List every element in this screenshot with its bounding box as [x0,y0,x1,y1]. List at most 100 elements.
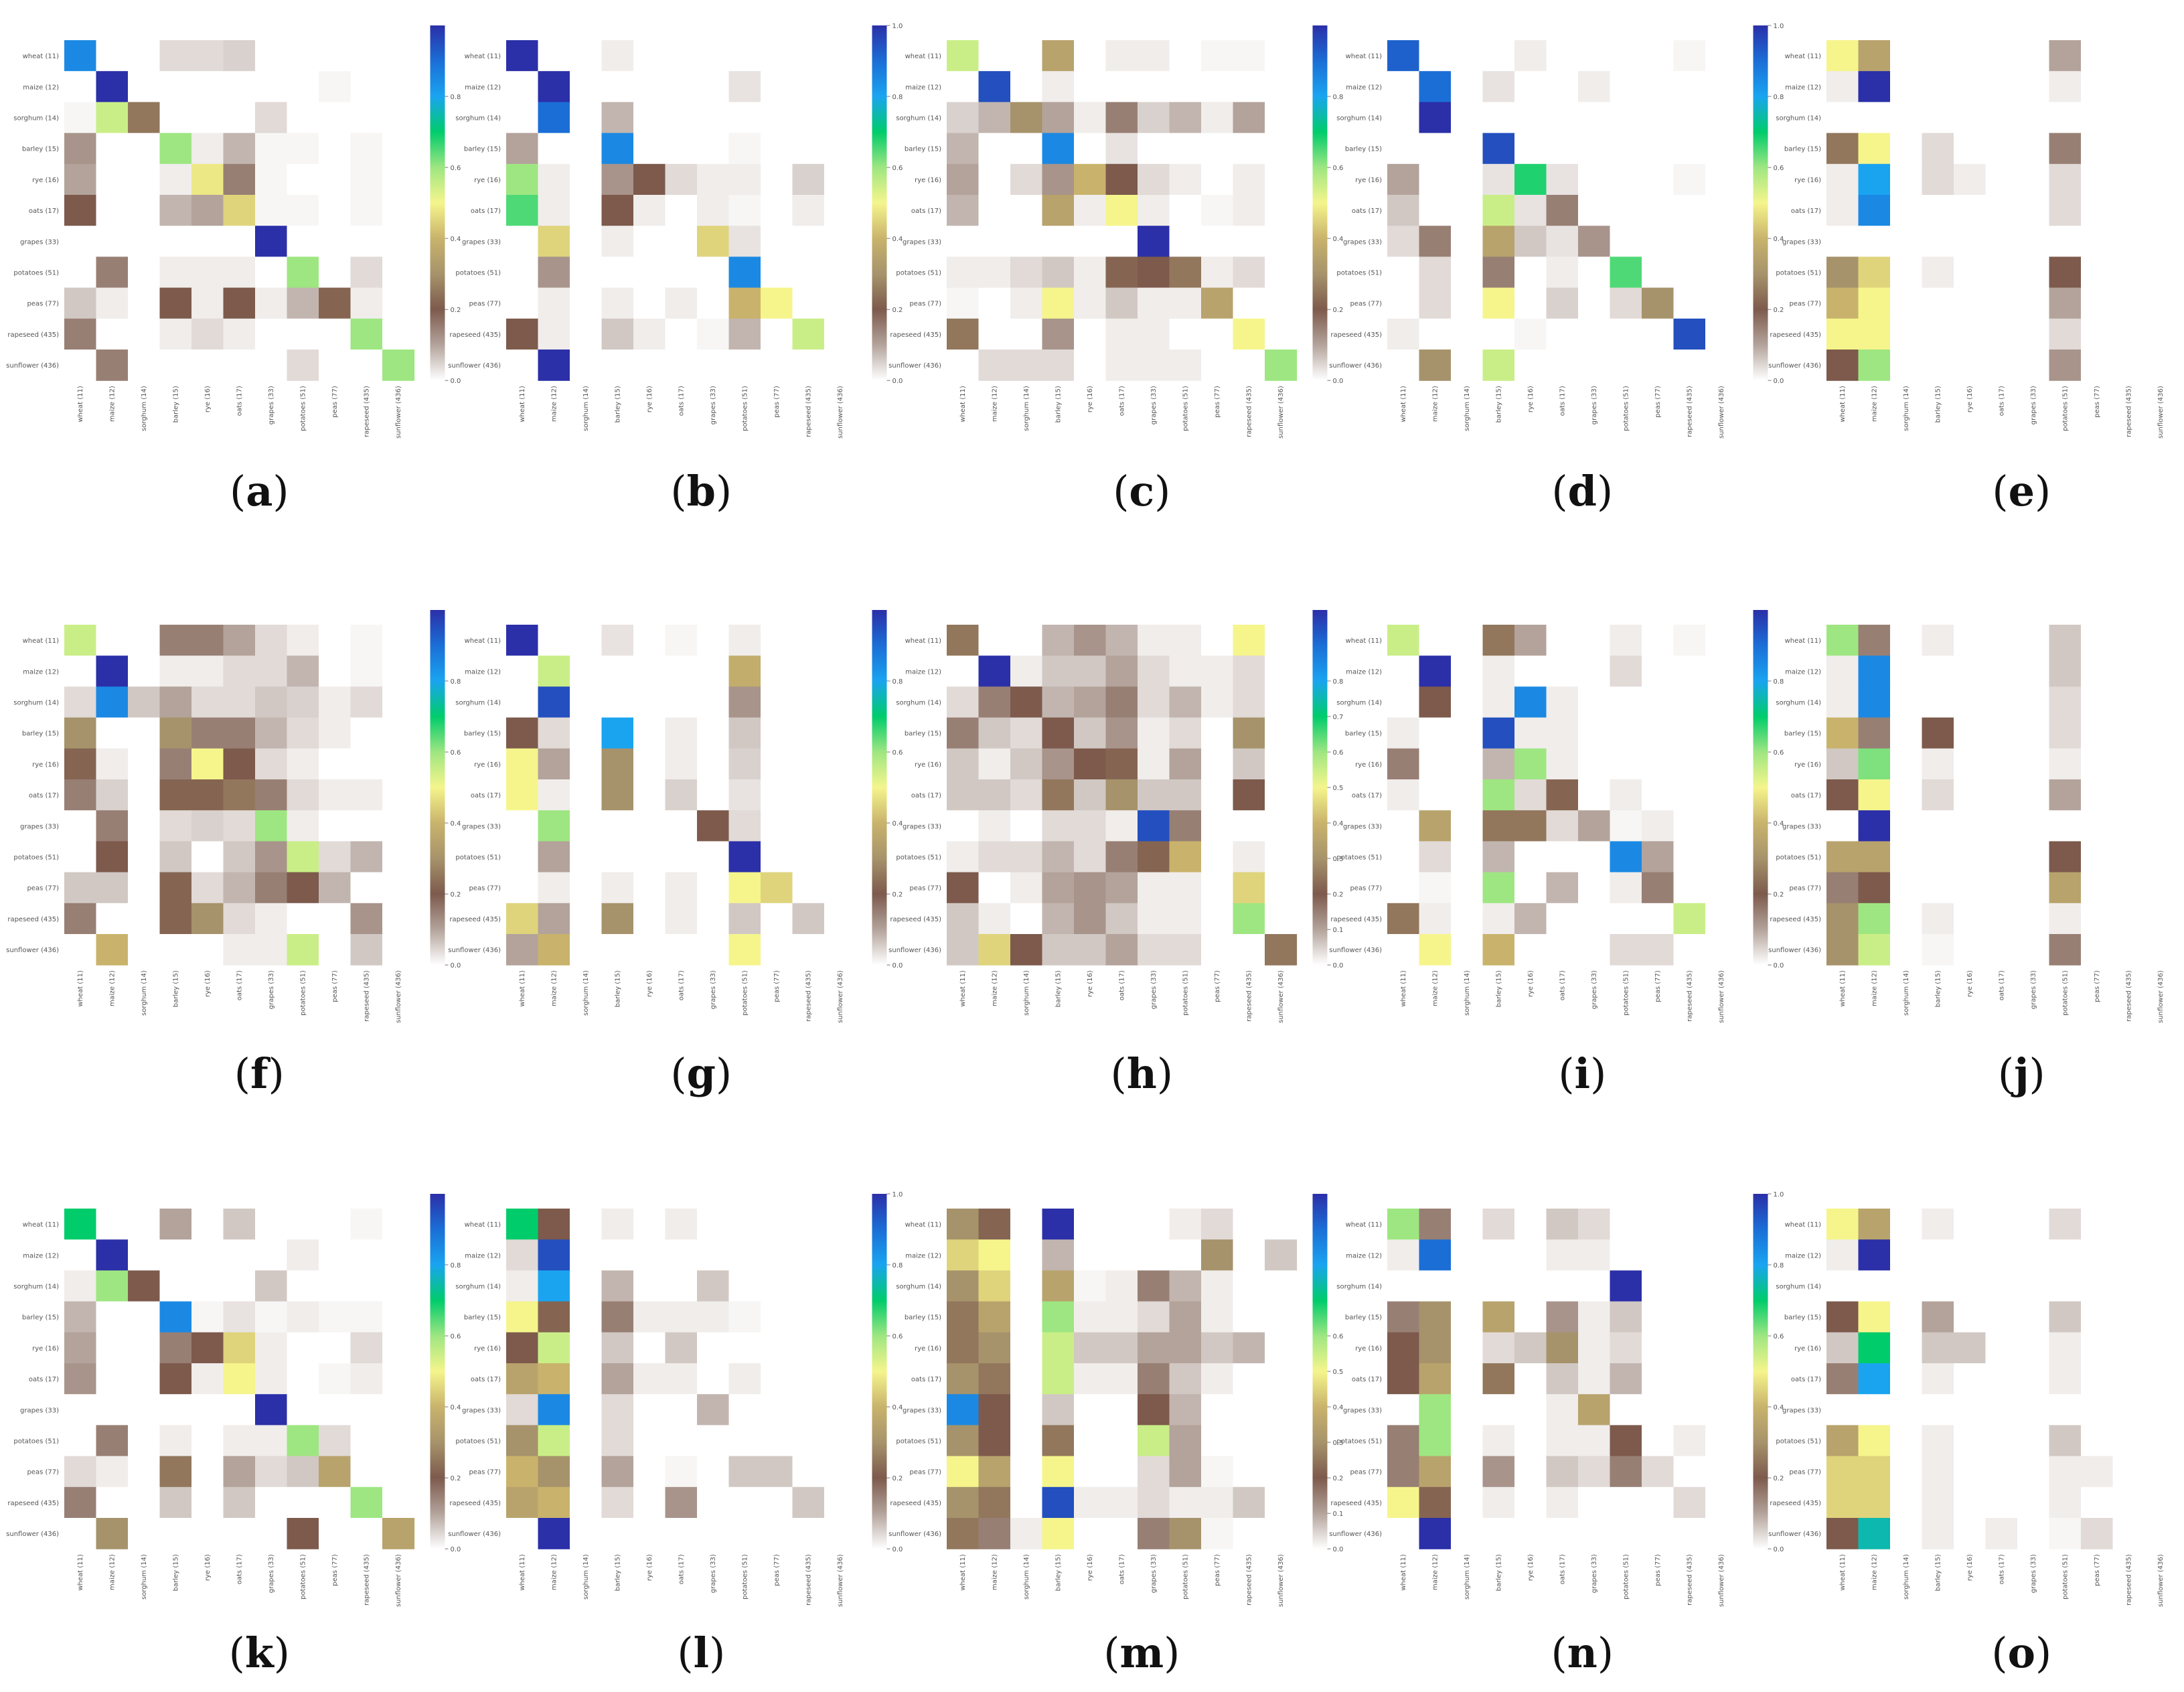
heatmap-cell [1705,656,1738,687]
heatmap-cell [1578,903,1611,935]
heatmap-cell [1826,779,1859,811]
heatmap-cell [1138,287,1170,319]
heatmap-cell [1705,903,1738,935]
heatmap-cell [350,748,383,780]
heatmap-cell [1705,256,1738,289]
heatmap-cell [159,656,192,687]
heatmap-cell [601,1394,634,1426]
heatmap-cell [2081,841,2114,873]
heatmap-cell [665,133,698,165]
heatmap-cell [1705,779,1738,811]
heatmap-cell [255,810,288,842]
heatmap-cell [1138,71,1170,102]
heatmap-cell [382,1332,415,1364]
colorbar [1753,25,1768,381]
heatmap-cell [1138,841,1170,873]
heatmap-cell [1169,872,1202,904]
heatmap-cell [191,163,224,196]
heatmap-cell [506,133,539,165]
heatmap-cell [1419,71,1452,102]
heatmap-cell [1954,810,1986,842]
colorbar-tick-label: 0.0 [892,962,903,970]
column-label: rye (16) [204,1554,212,1581]
row-label: rye (16) [474,177,501,184]
heatmap-cell [159,934,192,966]
heatmap-cell [728,1270,761,1302]
heatmap-cell [506,40,539,72]
heatmap-cell [96,256,129,289]
heatmap-panel: wheat (11)maize (12)sorghum (14)barley (… [1768,1209,2177,1677]
row-label: barley (15) [464,730,501,738]
heatmap-cell [978,1486,1011,1519]
heatmap-cell [223,287,256,319]
heatmap-cell [761,656,793,687]
row-label: wheat (11) [23,637,60,645]
heatmap-cell [601,226,634,257]
heatmap-cell [1169,1332,1202,1364]
heatmap-cell [1546,1518,1579,1549]
heatmap-cell [1610,163,1642,196]
heatmap-cell [2081,1363,2114,1395]
heatmap-cell [1578,717,1611,749]
heatmap-cell [1922,1394,1954,1426]
heatmap-cell [1265,625,1298,656]
heatmap-cell [382,1363,415,1395]
heatmap-cell [601,318,634,350]
heatmap-cell [1265,195,1298,226]
heatmap-cell [1201,195,1234,226]
colorbar-tick-label: 0.6 [892,165,903,172]
heatmap-cell [506,872,539,904]
heatmap-cell [538,1394,570,1426]
row-label: rapeseed (435) [7,331,59,339]
heatmap-cell [1954,1209,1986,1240]
heatmap-cell [382,350,415,381]
heatmap-cell [601,903,634,935]
heatmap-cell [1105,934,1138,966]
heatmap-cell [824,195,857,226]
heatmap-cell [1010,748,1043,780]
heatmap-cell [1985,287,2018,319]
row-label: wheat (11) [1785,53,1822,60]
heatmap-cell [824,1456,857,1488]
heatmap-cell [1387,318,1420,350]
heatmap-cell [1890,256,1923,289]
heatmap-cell [1546,226,1579,257]
row-label: sorghum (14) [896,115,941,123]
heatmap-cell [223,1301,256,1333]
heatmap-cell [1578,1363,1611,1395]
colorbar [1753,1194,1768,1549]
heatmap-cell [1922,1456,1954,1488]
heatmap-cell [1890,1239,1923,1271]
heatmap-cell [1578,163,1611,196]
heatmap-cell [1922,686,1954,718]
heatmap-cell [96,1332,129,1364]
heatmap-cell [633,717,666,749]
heatmap-cell [1858,656,1891,687]
heatmap-cell [1042,226,1075,257]
heatmap-cell [538,1301,570,1333]
heatmap-cell [382,934,415,966]
column-label: grapes (33) [2030,1554,2037,1593]
heatmap-cell [1265,903,1298,935]
heatmap-cell [1233,1394,1265,1426]
heatmap-cell [1201,841,1234,873]
heatmap-cell [1010,1394,1043,1426]
column-label: potatoes (51) [741,386,749,431]
heatmap-cell [1419,686,1452,718]
row-label: sunflower (436) [888,362,941,370]
heatmap-cell [64,318,97,350]
heatmap-cell [1201,1270,1234,1302]
column-label: barley (15) [172,386,179,422]
heatmap-cell [2081,934,2114,966]
heatmap-cell [1673,1332,1706,1364]
row-label: maize (12) [465,84,501,91]
heatmap-cell [319,779,352,811]
heatmap-cell [728,1425,761,1457]
heatmap-panel: wheat (11)maize (12)sorghum (14)barley (… [448,23,903,516]
colorbar-tick-label: 0.2 [451,891,461,899]
heatmap-cell [1673,40,1706,72]
heatmap-cell [570,40,603,72]
heatmap-cell [1922,163,1954,196]
column-label: barley (15) [1495,970,1502,1007]
column-label: wheat (11) [1400,970,1407,1007]
